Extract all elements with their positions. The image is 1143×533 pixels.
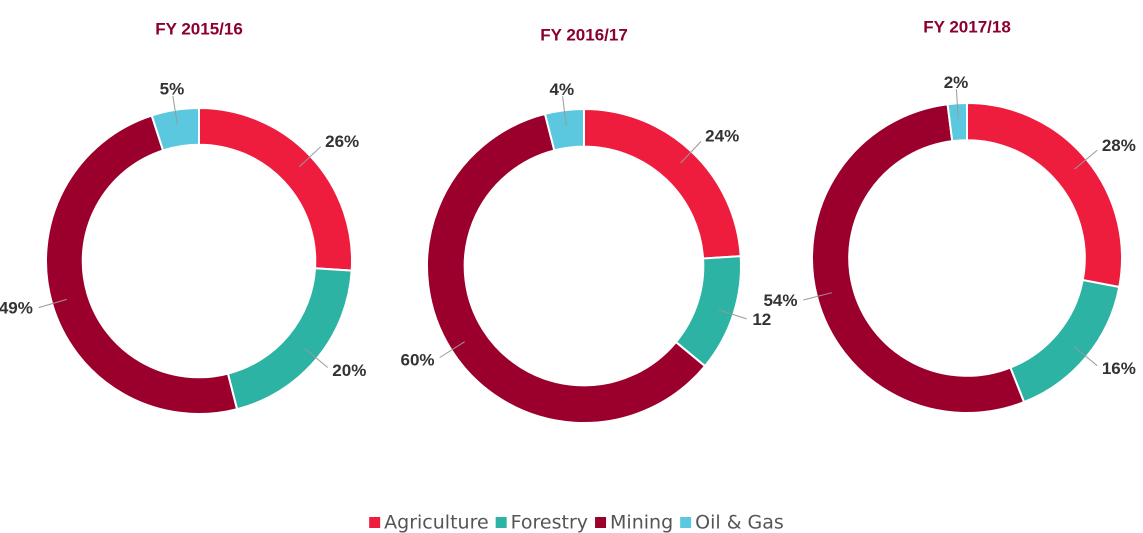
donut-segment [966,101,1123,289]
leader-line [439,341,465,359]
legend-label: Forestry [511,512,588,533]
donut-segment [226,267,353,411]
data-label: 49% [0,299,33,318]
data-label: 54% [763,291,797,310]
data-label: 60% [401,350,435,369]
legend-label: Oil & Gas [695,512,784,533]
donut-segment [45,114,239,415]
data-label: 26% [325,132,359,151]
leader-line [1074,149,1098,170]
leader-line [955,89,959,119]
legend-swatch [369,517,381,528]
legend-swatch [680,517,692,528]
leader-line [803,292,833,301]
leader-line [1074,346,1098,367]
donut-segment [150,106,200,152]
data-label: 20% [332,361,366,380]
donut-segment [1009,278,1121,404]
leader-line [562,96,567,126]
legend-swatch [495,517,507,528]
legend-label: Agriculture [384,512,489,533]
leader-line [304,348,328,368]
donut-segment [811,103,1026,414]
donut-segment [543,107,585,152]
leader-line [38,298,67,309]
legend-label: Mining [610,512,673,533]
leader-line [680,141,702,164]
data-label: 28% [1102,136,1136,155]
data-label: 2% [944,73,969,92]
data-label: 12 [752,310,771,329]
chart-title: FY 2016/17 [540,25,628,44]
data-label: 4% [550,80,575,99]
chart-title: FY 2017/18 [923,17,1011,36]
donut-segment [426,112,707,424]
data-label: 24% [705,126,739,145]
chart-title: FY 2015/16 [155,19,243,38]
leader-line [299,146,322,168]
leader-line [172,95,178,126]
data-label: 16% [1102,359,1136,378]
legend-swatch [595,517,607,528]
donut-segment [946,101,968,143]
leader-line [718,309,747,320]
data-label: 5% [160,80,185,99]
